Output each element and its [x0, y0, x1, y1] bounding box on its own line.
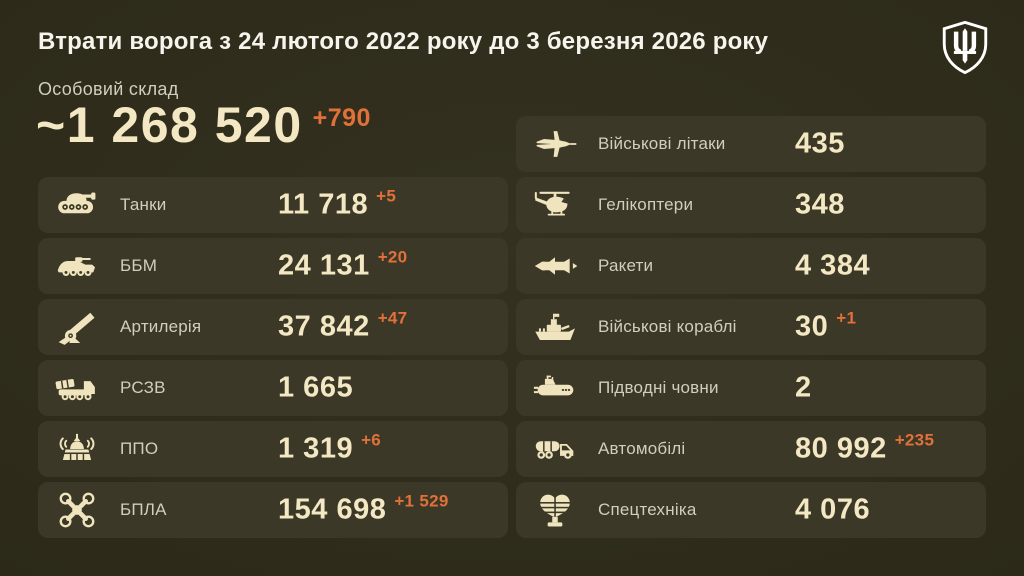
- personnel-value-group: ~1 268 520 +790: [36, 99, 371, 152]
- loss-value-group: 30 +1: [795, 308, 857, 343]
- loss-value: 1 319: [278, 432, 354, 465]
- loss-row: БПЛА 154 698 +1 529: [38, 482, 508, 538]
- loss-value: 30: [795, 310, 829, 343]
- loss-row: Спецтехніка 4 076: [516, 482, 986, 538]
- loss-row: РСЗВ 1 665: [38, 360, 508, 416]
- personnel-value: ~1 268 520: [36, 97, 303, 153]
- loss-value-group: 1 319 +6: [278, 430, 382, 465]
- loss-delta: +6: [361, 430, 382, 450]
- loss-value: 4 076: [795, 493, 871, 526]
- loss-delta: +235: [894, 430, 935, 450]
- loss-value: 435: [795, 127, 845, 160]
- loss-value: 4 384: [795, 249, 871, 282]
- loss-value: 37 842: [278, 310, 370, 343]
- jet-icon: [528, 121, 582, 167]
- loss-label: РСЗВ: [120, 378, 166, 397]
- loss-row: Підводні човни 2: [516, 360, 986, 416]
- loss-row: Військові літаки 435: [516, 116, 986, 172]
- loss-row: Танки 11 718 +5: [38, 177, 508, 233]
- loss-value: 11 718: [278, 188, 369, 221]
- warship-icon: [528, 304, 582, 350]
- page-title: Втрати ворога з 24 лютого 2022 року до 3…: [38, 28, 769, 55]
- air-defense-icon: [50, 426, 104, 472]
- drone-icon: [50, 487, 104, 533]
- loss-value: 1 665: [278, 371, 354, 404]
- loss-row: Ракети 4 384: [516, 238, 986, 294]
- mlrs-icon: [50, 365, 104, 411]
- loss-label: Військові кораблі: [598, 317, 737, 336]
- tank-icon: [50, 182, 104, 228]
- loss-label: Підводні човни: [598, 378, 719, 397]
- loss-value: 80 992: [795, 432, 887, 465]
- loss-row: ППО 1 319 +6: [38, 421, 508, 477]
- losses-column-left: Танки 11 718 +5 ББМ 24 131 +20 Артилерія 3…: [38, 177, 508, 543]
- loss-value: 154 698: [278, 493, 387, 526]
- special-equipment-icon: [528, 487, 582, 533]
- loss-value-group: 80 992 +235: [795, 430, 935, 465]
- loss-row: Військові кораблі 30 +1: [516, 299, 986, 355]
- missile-icon: [528, 243, 582, 289]
- submarine-icon: [528, 365, 582, 411]
- loss-value-group: 11 718 +5: [278, 186, 397, 221]
- loss-value-group: 2: [795, 371, 812, 404]
- armed-forces-emblem-icon: [942, 20, 988, 75]
- loss-label: ППО: [120, 439, 159, 458]
- loss-label: Спецтехніка: [598, 500, 697, 519]
- loss-delta: +20: [377, 247, 408, 267]
- loss-label: ББМ: [120, 256, 158, 275]
- loss-value-group: 435: [795, 127, 845, 160]
- loss-row: Гелікоптери 348: [516, 177, 986, 233]
- apc-icon: [50, 243, 104, 289]
- loss-label: Автомобілі: [598, 439, 686, 458]
- loss-delta: +1: [836, 308, 857, 328]
- loss-delta: +5: [376, 186, 397, 206]
- loss-row: ББМ 24 131 +20: [38, 238, 508, 294]
- helicopter-icon: [528, 182, 582, 228]
- personnel-delta: +790: [312, 104, 371, 132]
- loss-value: 24 131: [278, 249, 370, 282]
- loss-value-group: 1 665: [278, 371, 354, 404]
- loss-value-group: 4 384: [795, 249, 871, 282]
- loss-label: Танки: [120, 195, 167, 214]
- loss-row: Автомобілі 80 992 +235: [516, 421, 986, 477]
- loss-label: Військові літаки: [598, 134, 726, 153]
- loss-delta: +47: [377, 308, 408, 328]
- loss-value-group: 348: [795, 188, 845, 221]
- artillery-icon: [50, 304, 104, 350]
- loss-label: БПЛА: [120, 500, 167, 519]
- losses-column-right: Військові літаки 435 Гелікоптери 348 Рак…: [516, 116, 986, 543]
- personnel-label: Особовий склад: [38, 79, 179, 99]
- loss-value-group: 154 698 +1 529: [278, 491, 449, 526]
- loss-value: 2: [795, 371, 812, 404]
- loss-label: Ракети: [598, 256, 654, 275]
- loss-row: Артилерія 37 842 +47: [38, 299, 508, 355]
- loss-value-group: 24 131 +20: [278, 247, 408, 282]
- loss-value: 348: [795, 188, 845, 221]
- loss-value-group: 4 076: [795, 493, 871, 526]
- loss-label: Артилерія: [120, 317, 202, 336]
- loss-label: Гелікоптери: [598, 195, 694, 214]
- loss-value-group: 37 842 +47: [278, 308, 408, 343]
- truck-icon: [528, 426, 582, 472]
- loss-delta: +1 529: [394, 491, 449, 511]
